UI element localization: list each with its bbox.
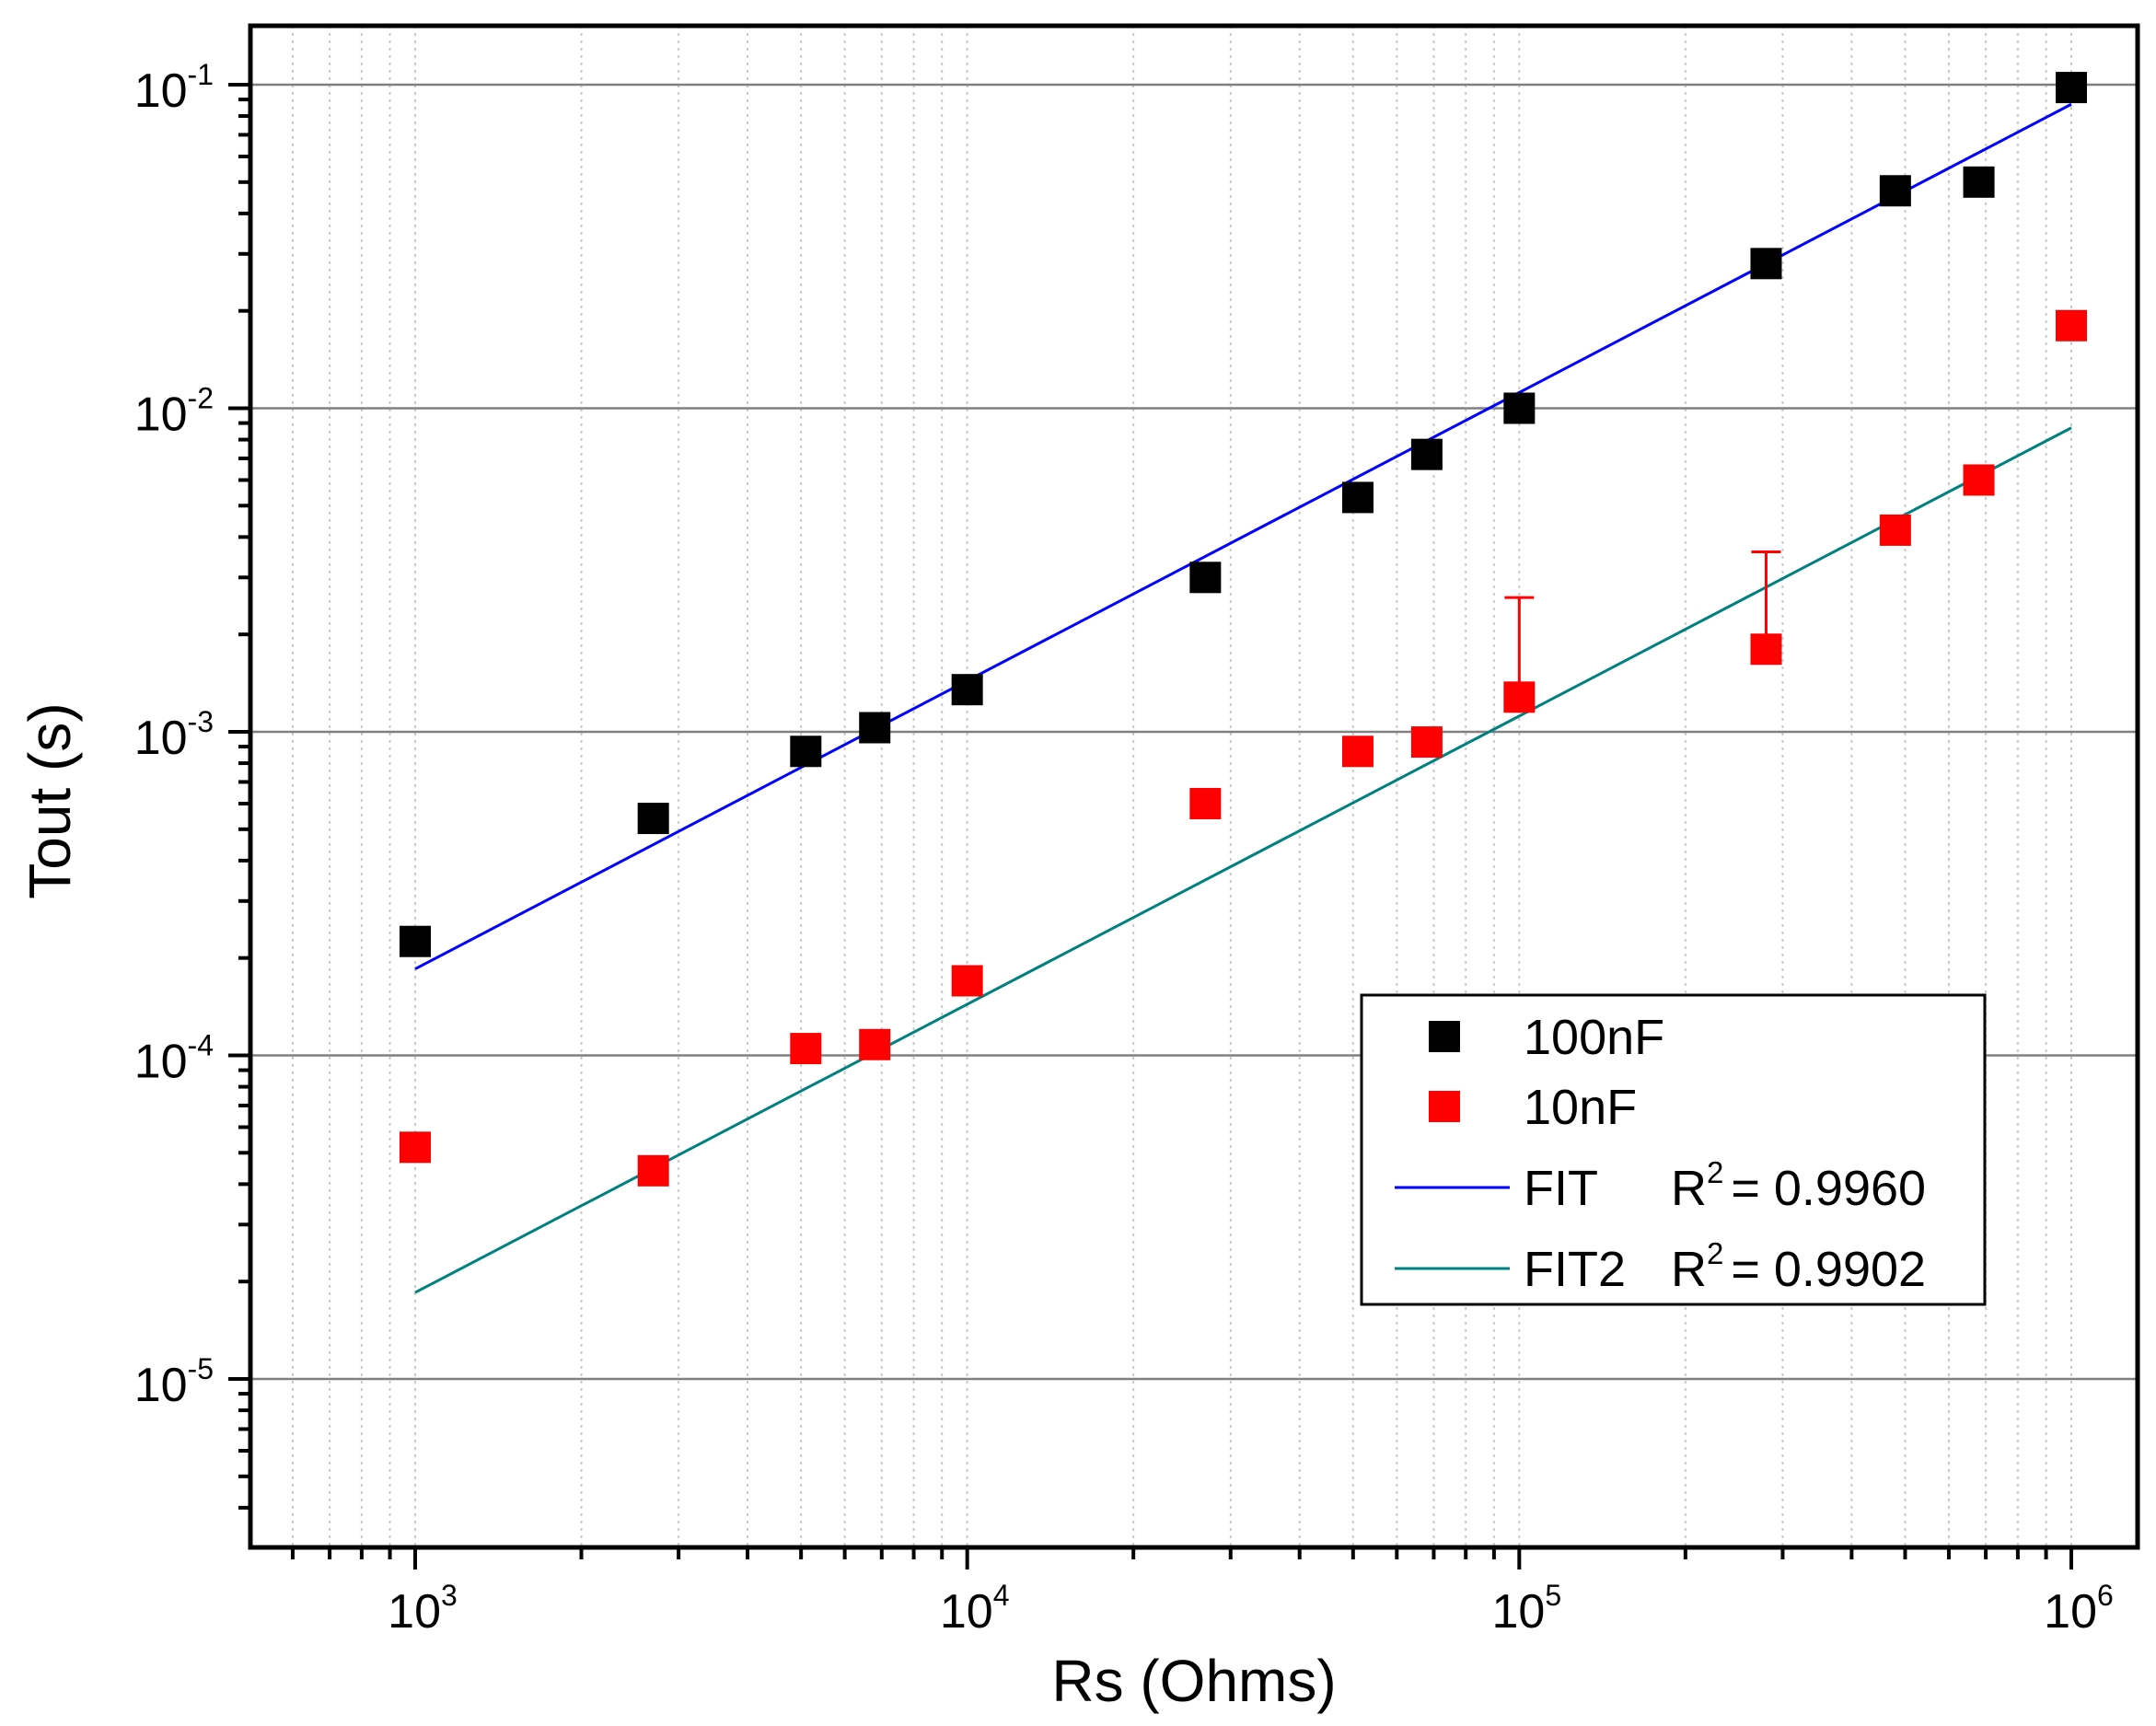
y-axis-title: Tout (s) (17, 702, 83, 898)
data-point-10nf (790, 1033, 822, 1065)
data-point-100nf (400, 925, 431, 957)
data-point-100nf (1410, 438, 1443, 470)
data-point-100nf (2056, 72, 2087, 104)
legend-r2-fit2: R2 = 0.9902 (1671, 1236, 1926, 1297)
legend: 100nF 10nF FIT R2 = 0.9960 FIT2 R2 = 0.9902 (1360, 993, 1987, 1306)
data-point-10nf (1410, 726, 1443, 759)
data-point-100nf (637, 803, 669, 835)
data-point-100nf (1503, 392, 1536, 424)
error-bars-layer (1504, 550, 1781, 698)
data-point-10nf (859, 1028, 891, 1060)
y-tick-label: 10-1 (134, 58, 214, 118)
plot-frame (248, 23, 2140, 1550)
x-tick-label: 105 (1492, 1579, 1562, 1639)
data-point-10nf (1750, 633, 1782, 666)
y-tick-label: 10-4 (134, 1029, 214, 1089)
y-tick-label: 10-3 (134, 705, 214, 765)
fit-lines-layer (414, 102, 2072, 1294)
legend-label-10nf: 10nF (1524, 1080, 1637, 1135)
data-point-100nf (1341, 481, 1374, 514)
data-point-10nf (2056, 309, 2087, 342)
data-point-10nf (1341, 736, 1374, 768)
legend-marker-10nf (1429, 1091, 1460, 1122)
legend-label-fit2: FIT2 (1524, 1242, 1626, 1297)
data-point-100nf (1189, 562, 1222, 594)
legend-label-100nf: 100nF (1524, 1010, 1664, 1065)
data-point-100nf (1879, 175, 1911, 207)
data-point-10nf (951, 965, 983, 997)
legend-marker-100nf (1429, 1021, 1460, 1052)
data-point-10nf (1963, 464, 1995, 496)
data-point-10nf (1189, 787, 1222, 819)
data-point-100nf (1750, 248, 1782, 280)
x-axis-title: Rs (Ohms) (1051, 1648, 1336, 1714)
data-points-layer (400, 72, 2087, 1187)
tick-labels-layer: 103 104 105 106 10-1 10-2 10-3 10-4 10-5 (134, 58, 2114, 1639)
data-point-10nf (400, 1131, 431, 1164)
legend-box (1360, 993, 1987, 1306)
fit-line-fit (414, 102, 2072, 970)
axis-ticks-layer (228, 83, 2073, 1570)
x-tick-label: 106 (2044, 1579, 2114, 1639)
data-point-10nf (1879, 514, 1911, 546)
fit-line-fit2 (414, 426, 2072, 1294)
x-tick-label: 104 (940, 1579, 1010, 1639)
data-point-10nf (637, 1154, 669, 1187)
data-point-100nf (790, 736, 822, 768)
data-point-100nf (951, 674, 983, 706)
data-point-100nf (859, 712, 891, 744)
data-point-100nf (1963, 166, 1995, 198)
legend-r2-fit: R2 = 0.9960 (1671, 1155, 1926, 1216)
y-tick-label: 10-2 (134, 382, 214, 442)
x-tick-label: 103 (388, 1579, 458, 1639)
y-tick-label: 10-5 (134, 1352, 214, 1412)
legend-label-fit: FIT (1524, 1161, 1598, 1216)
data-point-10nf (1503, 681, 1536, 713)
